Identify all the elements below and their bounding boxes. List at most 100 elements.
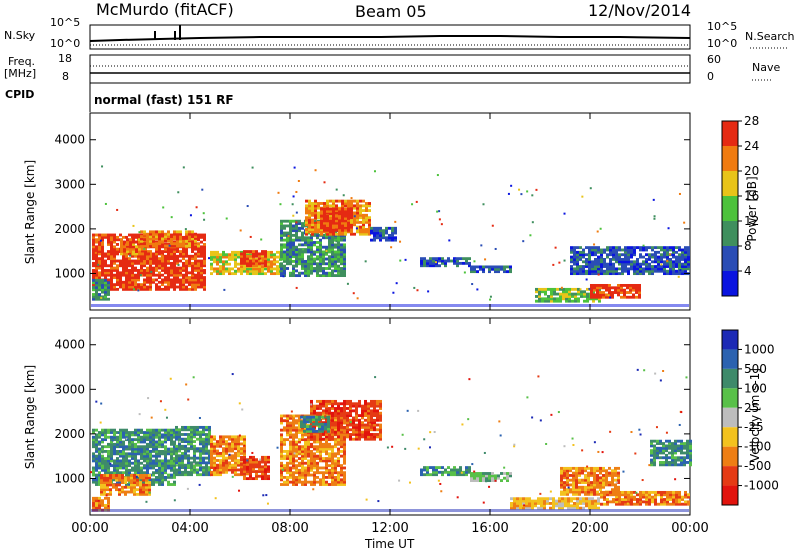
rti-cell xyxy=(280,264,283,268)
rti-cell xyxy=(629,291,632,294)
rti-cell xyxy=(280,435,283,439)
rti-cell xyxy=(304,271,307,275)
rti-cell xyxy=(140,287,143,291)
rti-cell xyxy=(301,447,304,451)
rti-cell xyxy=(98,480,101,484)
rti-cell xyxy=(222,269,225,273)
rti-cell xyxy=(328,464,331,468)
rti-cell xyxy=(593,293,596,297)
rti-cell xyxy=(292,483,295,486)
rti-cell xyxy=(199,473,202,477)
rti-cell xyxy=(611,286,614,290)
rti-cell xyxy=(100,474,103,477)
rti-cell xyxy=(331,437,334,441)
rti-cell xyxy=(310,468,313,472)
rti-cell xyxy=(358,425,361,429)
rti-cell xyxy=(118,478,121,482)
rti-cell xyxy=(373,231,376,235)
rti-cell xyxy=(128,233,131,237)
rti-cell xyxy=(187,459,190,462)
rti-cell xyxy=(119,454,122,458)
rti-cell xyxy=(283,483,286,486)
rti-cell xyxy=(152,471,155,475)
rti-cell xyxy=(167,438,170,442)
rti-cell xyxy=(182,250,185,253)
rti-cell xyxy=(327,427,330,431)
rti-cell xyxy=(355,404,358,408)
rti-cell xyxy=(577,292,580,296)
rti-cell xyxy=(210,253,213,257)
rti-cell xyxy=(550,299,553,303)
rti-cell xyxy=(161,250,164,253)
rti-cell xyxy=(116,208,119,211)
rti-cell xyxy=(149,428,152,432)
rti-cell xyxy=(140,254,143,258)
rti-cell xyxy=(323,202,326,205)
rti-cell xyxy=(307,442,310,446)
rti-cell xyxy=(92,428,95,432)
rti-cell xyxy=(234,444,237,448)
rti-cell xyxy=(379,236,382,240)
rti-cell xyxy=(343,452,346,456)
rti-cell xyxy=(573,257,576,261)
rti-cell xyxy=(573,250,576,254)
rti-cell xyxy=(152,242,155,246)
rti-cell xyxy=(319,457,322,460)
rti-cell xyxy=(286,245,289,249)
rti-cell xyxy=(110,438,113,442)
rti-cell xyxy=(222,470,225,474)
rti-cell xyxy=(672,269,675,273)
rti-cell xyxy=(547,295,550,298)
rti-cell xyxy=(370,399,373,403)
rti-cell xyxy=(630,248,633,252)
rti-cell xyxy=(370,425,373,429)
rti-cell xyxy=(307,433,310,437)
rti-cell xyxy=(612,246,615,250)
rti-cell xyxy=(289,471,292,475)
rti-cell xyxy=(143,454,146,458)
rti-cell xyxy=(356,220,359,224)
rti-cell xyxy=(319,437,322,441)
rti-cell xyxy=(252,470,255,473)
rti-cell xyxy=(373,404,376,408)
rti-cell xyxy=(173,240,176,244)
rti-cell xyxy=(161,239,164,243)
rti-cell xyxy=(92,252,95,256)
rti-cell xyxy=(591,250,594,254)
rti-cell xyxy=(687,265,690,268)
rti-cell xyxy=(140,447,143,451)
rti-cell xyxy=(341,226,344,230)
rti-cell xyxy=(334,480,337,484)
rti-cell xyxy=(365,228,368,231)
rti-cell xyxy=(246,460,249,464)
rti-cell xyxy=(311,206,314,210)
rti-cell xyxy=(453,473,456,477)
rti-cell xyxy=(190,444,193,448)
rti-cell xyxy=(376,231,379,235)
rti-cell xyxy=(137,278,140,282)
rti-cell xyxy=(240,462,243,466)
rti-cell xyxy=(155,287,158,291)
rti-cell xyxy=(100,478,103,482)
rti-cell xyxy=(295,433,298,437)
rti-cell xyxy=(210,456,213,460)
rti-cell xyxy=(364,409,367,413)
rti-cell xyxy=(337,264,340,268)
rti-cell xyxy=(98,433,101,437)
rti-cell xyxy=(298,473,301,477)
rti-cell xyxy=(107,283,110,287)
rti-cell xyxy=(639,253,642,257)
rti-cell xyxy=(213,468,216,472)
rti-cell xyxy=(359,209,362,212)
rti-cell xyxy=(161,449,164,453)
rti-cell xyxy=(322,262,325,266)
rti-cell xyxy=(618,248,621,252)
rti-cell xyxy=(152,261,155,265)
rti-cell xyxy=(648,246,651,250)
rti-cell xyxy=(202,212,205,215)
rti-cell xyxy=(376,435,379,439)
rti-cell xyxy=(267,262,270,266)
rti-cell xyxy=(188,278,191,282)
rti-cell xyxy=(565,287,568,291)
rti-cell xyxy=(337,447,340,451)
